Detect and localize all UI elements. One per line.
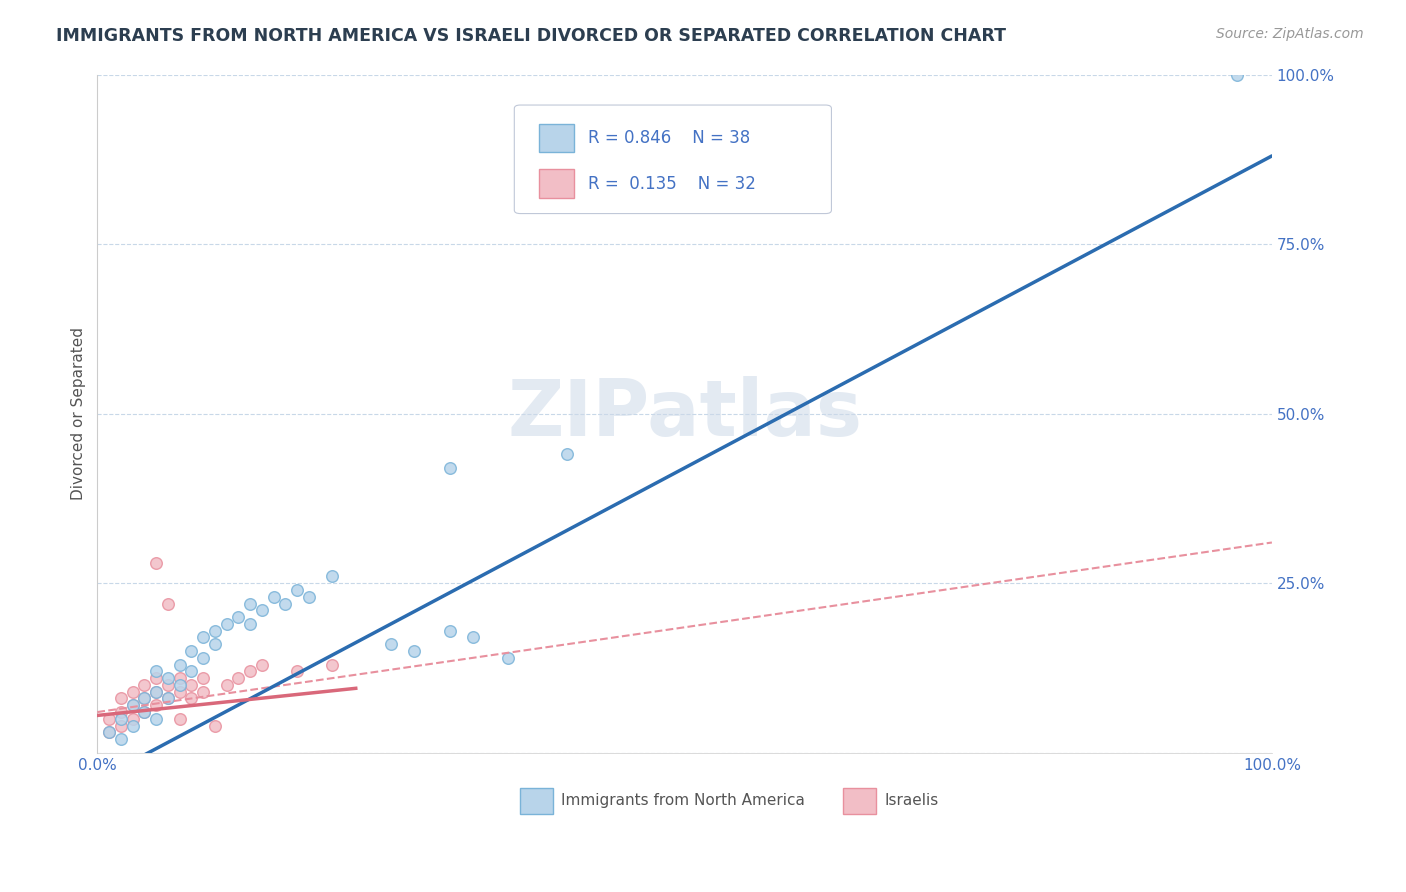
- Point: [204, 718, 226, 732]
- Point: [156, 691, 179, 706]
- Point: [145, 684, 167, 698]
- Point: [110, 712, 132, 726]
- Point: [263, 590, 285, 604]
- Point: [134, 678, 156, 692]
- Point: [321, 657, 343, 672]
- Point: [156, 678, 179, 692]
- Point: [498, 650, 520, 665]
- Point: [110, 718, 132, 732]
- Point: [145, 665, 167, 679]
- Point: [156, 691, 179, 706]
- Text: R = 0.846    N = 38: R = 0.846 N = 38: [588, 129, 751, 147]
- Point: [98, 725, 121, 739]
- Point: [404, 644, 426, 658]
- FancyBboxPatch shape: [844, 788, 876, 814]
- Point: [121, 698, 143, 713]
- Point: [1226, 68, 1249, 82]
- Point: [285, 582, 308, 597]
- Text: Source: ZipAtlas.com: Source: ZipAtlas.com: [1216, 27, 1364, 41]
- Point: [204, 637, 226, 651]
- Text: R =  0.135    N = 32: R = 0.135 N = 32: [588, 175, 756, 193]
- FancyBboxPatch shape: [520, 788, 553, 814]
- Point: [321, 569, 343, 583]
- Point: [145, 556, 167, 570]
- Text: IMMIGRANTS FROM NORTH AMERICA VS ISRAELI DIVORCED OR SEPARATED CORRELATION CHART: IMMIGRANTS FROM NORTH AMERICA VS ISRAELI…: [56, 27, 1007, 45]
- FancyBboxPatch shape: [538, 124, 574, 153]
- Point: [180, 644, 202, 658]
- Point: [134, 691, 156, 706]
- Point: [121, 718, 143, 732]
- Point: [169, 657, 191, 672]
- Text: ZIPatlas: ZIPatlas: [508, 376, 862, 451]
- Point: [239, 597, 262, 611]
- Point: [215, 678, 238, 692]
- Point: [180, 691, 202, 706]
- Point: [121, 684, 143, 698]
- Point: [204, 624, 226, 638]
- Text: Immigrants from North America: Immigrants from North America: [561, 793, 806, 808]
- Point: [169, 671, 191, 685]
- Point: [439, 624, 461, 638]
- Point: [180, 665, 202, 679]
- Point: [169, 712, 191, 726]
- Point: [134, 705, 156, 719]
- Point: [191, 631, 214, 645]
- Point: [555, 447, 578, 461]
- Point: [110, 705, 132, 719]
- Point: [191, 684, 214, 698]
- Point: [145, 712, 167, 726]
- Point: [98, 725, 121, 739]
- Point: [239, 665, 262, 679]
- Point: [121, 698, 143, 713]
- Point: [226, 671, 249, 685]
- Point: [156, 671, 179, 685]
- Point: [134, 691, 156, 706]
- Point: [169, 678, 191, 692]
- Point: [145, 698, 167, 713]
- Text: Israelis: Israelis: [884, 793, 939, 808]
- Point: [191, 650, 214, 665]
- Point: [250, 657, 273, 672]
- Point: [121, 712, 143, 726]
- Point: [145, 684, 167, 698]
- Point: [274, 597, 297, 611]
- Point: [191, 671, 214, 685]
- Point: [250, 603, 273, 617]
- FancyBboxPatch shape: [515, 105, 831, 213]
- Point: [226, 610, 249, 624]
- Point: [134, 705, 156, 719]
- Point: [285, 665, 308, 679]
- Point: [215, 616, 238, 631]
- Point: [169, 684, 191, 698]
- Point: [110, 732, 132, 747]
- Point: [380, 637, 402, 651]
- Point: [298, 590, 321, 604]
- Y-axis label: Divorced or Separated: Divorced or Separated: [72, 327, 86, 500]
- Point: [180, 678, 202, 692]
- Point: [439, 461, 461, 475]
- Point: [156, 597, 179, 611]
- Point: [145, 671, 167, 685]
- FancyBboxPatch shape: [538, 169, 574, 198]
- Point: [463, 631, 485, 645]
- Point: [239, 616, 262, 631]
- Point: [98, 712, 121, 726]
- Point: [110, 691, 132, 706]
